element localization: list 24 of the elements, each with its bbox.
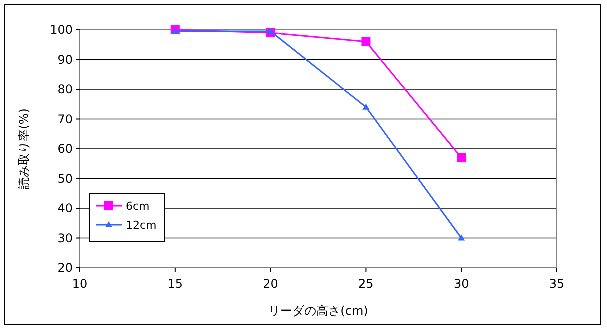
point <box>457 153 466 162</box>
point <box>267 28 274 34</box>
point <box>362 104 370 110</box>
x-axis-title: リーダの高さ(cm) <box>268 304 368 318</box>
point <box>458 234 466 241</box>
x-tick-label: 25 <box>358 277 374 291</box>
point <box>362 37 371 46</box>
y-tick-label: 50 <box>58 172 73 186</box>
y-tick-label: 90 <box>58 52 73 67</box>
y-tick-label: 100 <box>50 23 73 38</box>
y-tick-label: 80 <box>58 82 73 97</box>
y-tick-label: 70 <box>58 112 73 126</box>
y-tick-label: 40 <box>58 202 73 216</box>
x-tick-label: 15 <box>168 277 184 291</box>
y-axis-title: 読み取り率(%) <box>17 108 31 190</box>
x-tick-label: 10 <box>72 277 88 291</box>
y-tick-label: 60 <box>58 142 73 156</box>
legend-label: 12cm <box>126 218 157 232</box>
x-tick-label: 30 <box>454 277 470 291</box>
x-tick-label: 35 <box>549 277 565 291</box>
x-tick-label: 20 <box>263 277 278 291</box>
y-tick-label: 20 <box>58 261 73 276</box>
y-tick-label: 30 <box>58 231 73 246</box>
legend-label: 6cm <box>126 200 150 213</box>
